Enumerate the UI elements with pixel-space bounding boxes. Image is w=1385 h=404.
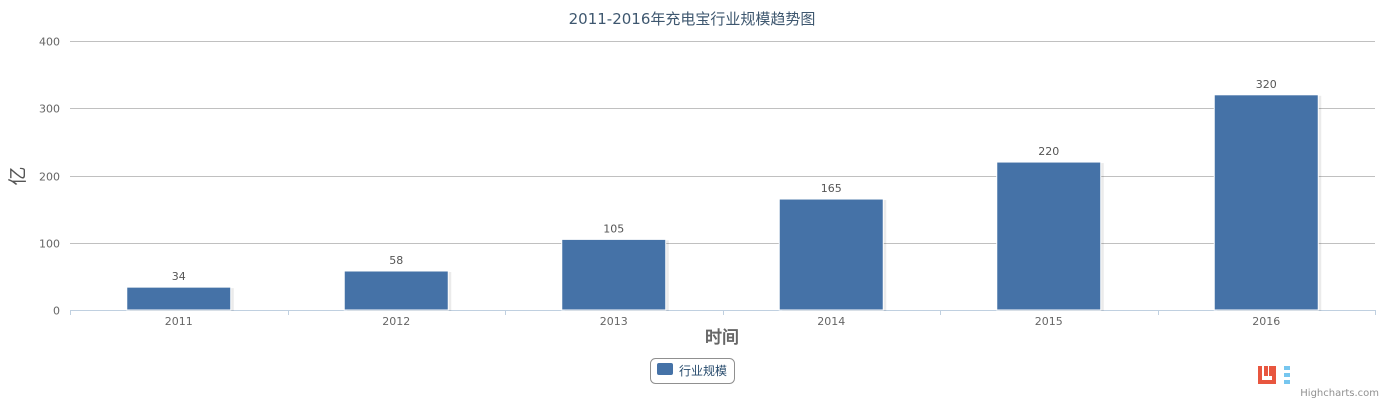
data-label: 165 (821, 182, 842, 195)
data-label: 220 (1038, 145, 1059, 158)
chart-title: 2011-2016年充电宝行业规模趋势图 (569, 10, 816, 28)
highcharts-logo (1258, 366, 1290, 384)
y-tick-label: 300 (39, 103, 60, 116)
credits-link[interactable]: Highcharts.com (1300, 388, 1379, 399)
x-tick-label: 2015 (1035, 315, 1063, 328)
x-axis-label: 时间 (705, 327, 739, 348)
data-label: 34 (172, 270, 186, 283)
x-tick-label: 2013 (600, 315, 628, 328)
y-tick-label: 200 (39, 171, 60, 184)
data-label: 105 (603, 222, 624, 235)
x-tick-label: 2012 (382, 315, 410, 328)
bar[interactable] (996, 161, 1102, 311)
bar[interactable] (126, 286, 232, 311)
bar[interactable] (778, 198, 884, 311)
x-tick-label: 2016 (1252, 315, 1280, 328)
legend-swatch (657, 363, 673, 375)
y-tick-label: 400 (39, 36, 60, 49)
x-tick-label: 2014 (817, 315, 845, 328)
legend-item[interactable]: 行业规模 (679, 363, 727, 378)
legend[interactable]: 行业规模 (650, 358, 735, 384)
bar[interactable] (343, 270, 449, 311)
data-label: 320 (1256, 78, 1277, 91)
y-tick-label: 100 (39, 238, 60, 251)
bar[interactable] (1213, 94, 1319, 311)
y-axis-label: 亿 (7, 166, 29, 185)
bar[interactable] (561, 238, 667, 311)
y-tick-label: 0 (53, 305, 60, 318)
x-tick-label: 2011 (165, 315, 193, 328)
data-label: 58 (389, 254, 403, 267)
